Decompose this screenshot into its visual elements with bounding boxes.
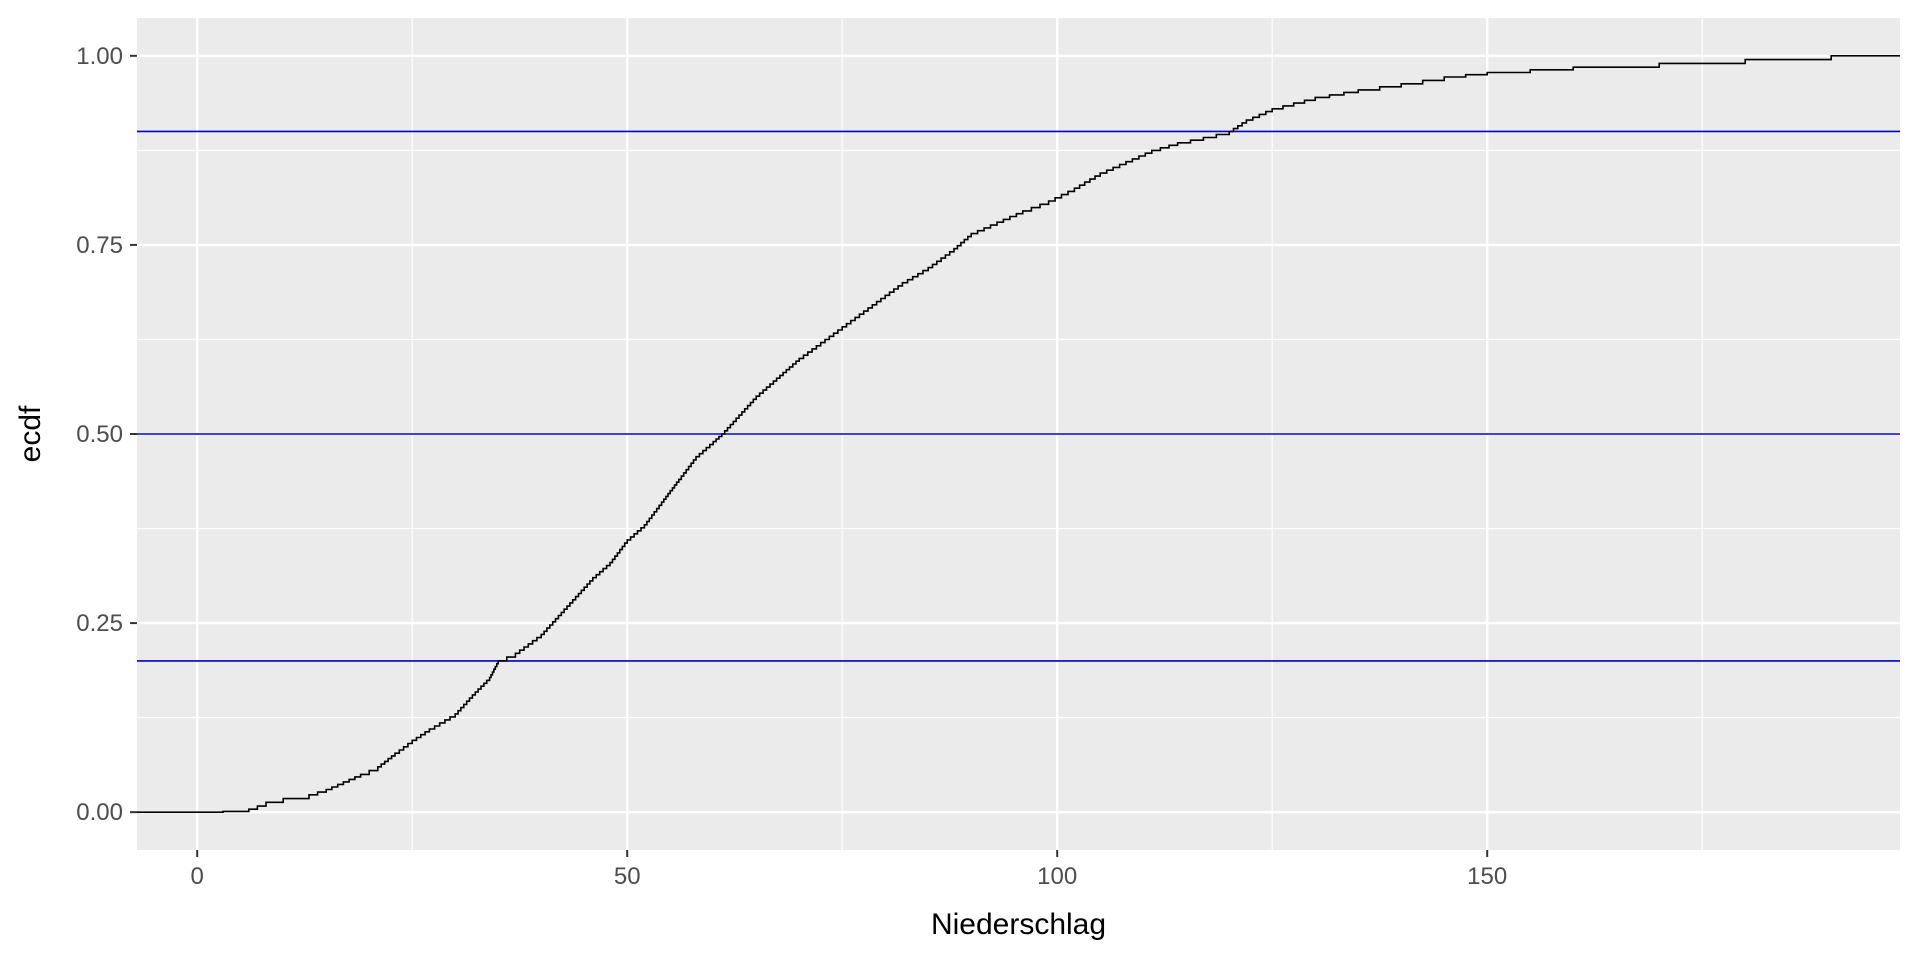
y-axis-ticks: 0.00 0.25 0.50 0.75 1.00 <box>76 43 137 826</box>
y-tick-label: 0.75 <box>76 232 123 259</box>
y-tick-label: 1.00 <box>76 43 123 70</box>
x-tick-label: 50 <box>614 863 641 890</box>
x-axis-ticks: 0 50 100 150 <box>191 850 1507 890</box>
x-tick-label: 150 <box>1467 863 1507 890</box>
y-tick-label: 0.50 <box>76 421 123 448</box>
y-axis-title: ecdf <box>14 405 47 462</box>
reference-lines <box>137 130 1900 662</box>
x-axis-title: Niederschlag <box>931 908 1106 941</box>
y-tick-label: 0.00 <box>76 799 123 826</box>
ecdf-curve <box>137 55 1900 813</box>
y-tick-label: 0.25 <box>76 610 123 637</box>
x-tick-label: 100 <box>1037 863 1077 890</box>
x-tick-label: 0 <box>191 863 204 890</box>
